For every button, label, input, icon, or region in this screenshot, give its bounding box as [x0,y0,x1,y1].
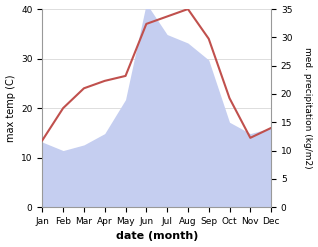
Y-axis label: max temp (C): max temp (C) [5,74,16,142]
X-axis label: date (month): date (month) [115,231,198,242]
Y-axis label: med. precipitation (kg/m2): med. precipitation (kg/m2) [303,47,313,169]
